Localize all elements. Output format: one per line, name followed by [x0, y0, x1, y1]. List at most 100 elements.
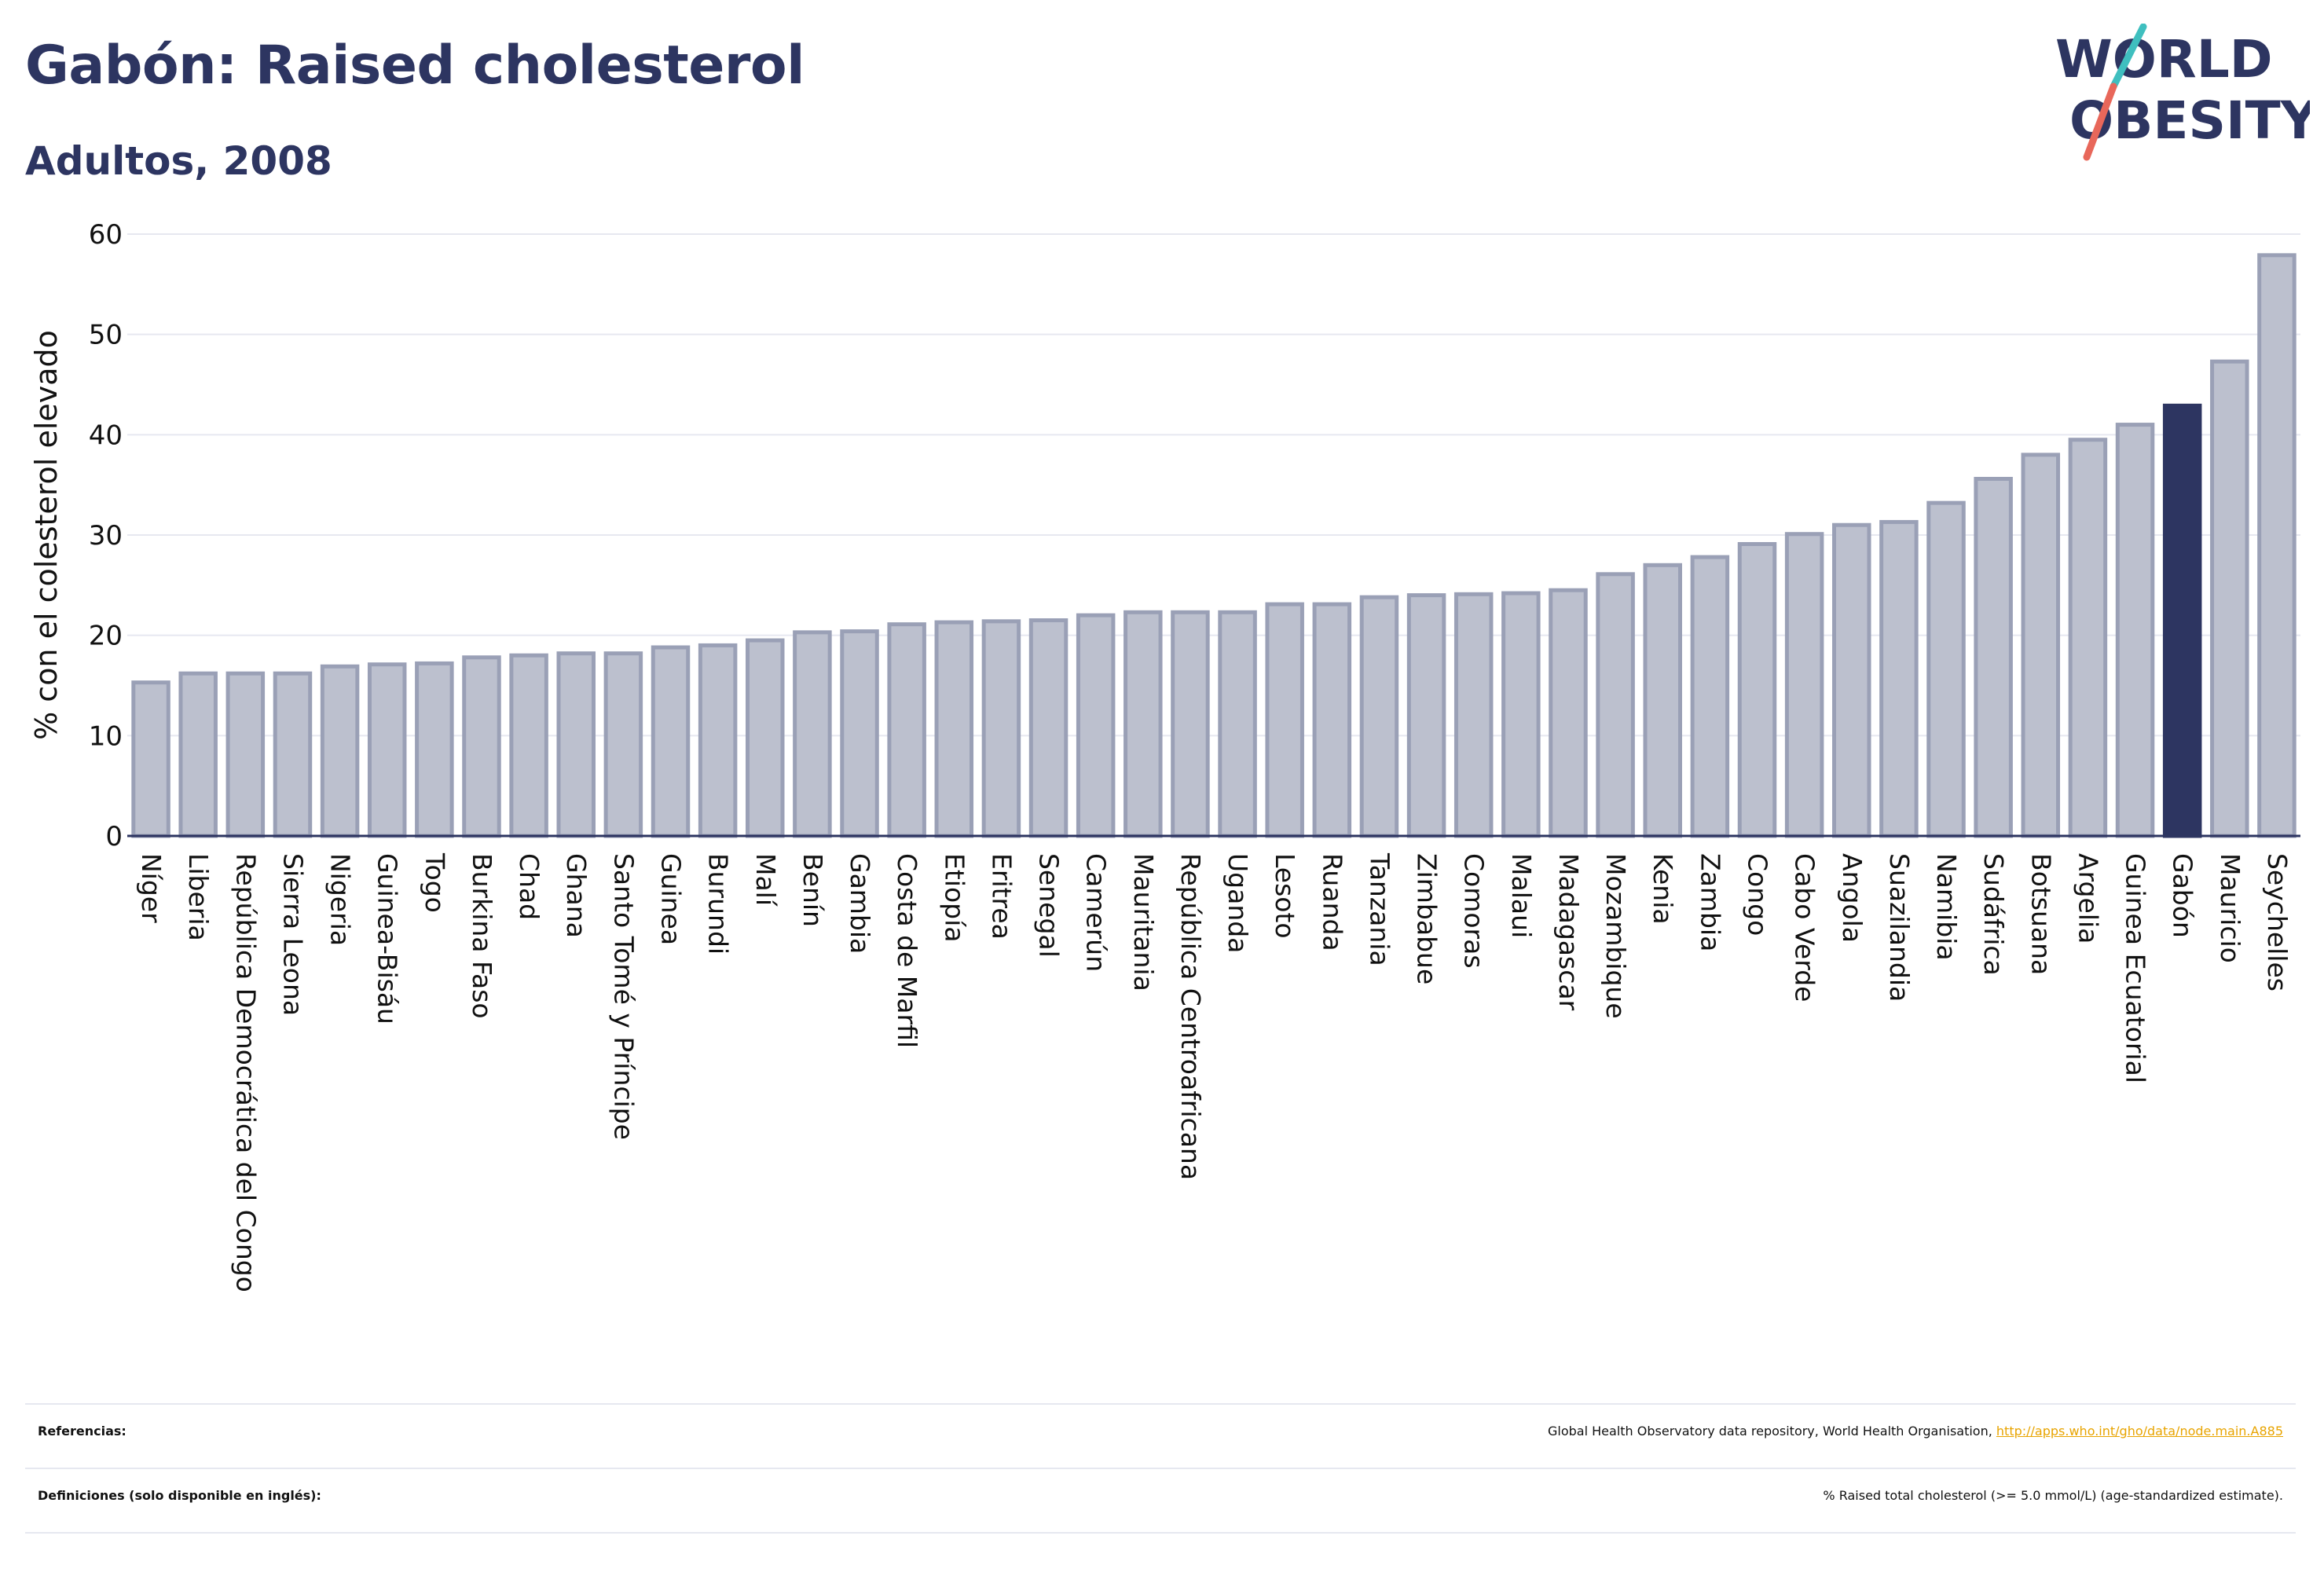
bar [225, 671, 266, 838]
bar [651, 645, 691, 838]
bar [462, 655, 501, 838]
bar [603, 651, 643, 838]
x-tick-label: Chad [514, 853, 544, 920]
footer-divider [25, 1532, 2296, 1534]
bar [698, 643, 738, 838]
bar [1549, 588, 1588, 838]
bar [556, 651, 596, 838]
bar [1265, 602, 1304, 838]
bar [2210, 359, 2249, 838]
logo-line1: WORLD [2055, 29, 2273, 90]
x-tick-label: Etiopía [939, 853, 970, 943]
bar [1643, 563, 1682, 838]
x-tick-label: Tanzania [1364, 852, 1395, 966]
x-tick-label: Namibia [1931, 853, 1962, 961]
x-tick-label: Kenia [1648, 853, 1678, 925]
bar [2257, 253, 2297, 838]
y-tick-label: 60 [89, 219, 123, 251]
bar [1124, 610, 1163, 838]
bar [1453, 592, 1494, 838]
definitions-value: % Raised total cholesterol (>= 5.0 mmol/… [1823, 1488, 2283, 1503]
bar-chart: 0 10 20 30 40 50 60 Níger Liberia República Democ… [29, 219, 2300, 1292]
x-tick-label: Gabón [2168, 853, 2198, 938]
x-tick-label: Burundi [703, 853, 734, 955]
bar [1926, 500, 1966, 838]
chart-subtitle: Adultos, 2008 [25, 138, 332, 184]
y-tick-label: 30 [89, 520, 123, 552]
x-tick-label: Ruanda [1317, 853, 1347, 951]
x-tick-label: Gambia [845, 853, 875, 954]
bar [840, 629, 879, 838]
x-tick-label: Uganda [1222, 853, 1253, 953]
bar [178, 671, 218, 838]
x-tick-label: Lesoto [1270, 853, 1300, 939]
x-tick-label: Mozambique [1600, 853, 1631, 1019]
references-text: Global Health Observatory data repositor… [1548, 1424, 1996, 1439]
bar [273, 671, 313, 838]
bar [1690, 555, 1730, 838]
x-tick-label: Malí [750, 853, 781, 907]
bar [1406, 593, 1446, 838]
x-tick-label: Guinea [656, 853, 687, 945]
bar [1832, 522, 1871, 838]
x-tick-label: Burkina Faso [467, 853, 497, 1019]
bar-highlight [2162, 403, 2202, 838]
x-tick-label: Zambia [1695, 853, 1725, 951]
bar [746, 638, 785, 838]
x-tick-label: Congo [1743, 853, 1773, 936]
bar [320, 664, 360, 838]
bar [981, 619, 1021, 838]
y-tick-label: 40 [89, 420, 123, 451]
chart-title: Gabón: Raised cholesterol [25, 35, 805, 97]
bar [793, 630, 832, 838]
bar [2068, 438, 2108, 838]
x-tick-label: Angola [1837, 853, 1868, 943]
x-tick-label: Benín [797, 853, 828, 927]
x-tick-label: Madagascar [1553, 853, 1584, 1011]
x-tick-label: Liberia [183, 853, 214, 941]
x-tick-label: Nigeria [325, 853, 356, 946]
y-tick-label: 10 [89, 720, 123, 752]
bar [1501, 591, 1541, 838]
y-tick-label: 20 [89, 621, 123, 652]
x-tick-label: Malaui [1506, 853, 1537, 938]
logo-slash-bottom [2083, 82, 2117, 161]
x-tick-label: Sudáfrica [1978, 853, 2009, 976]
definitions-label: Definiciones (solo disponible en inglés)… [38, 1488, 321, 1503]
x-tick-label: Níger [136, 853, 167, 923]
references-label: Referencias: [38, 1424, 126, 1439]
references-value: Global Health Observatory data repositor… [1548, 1424, 2283, 1439]
x-tick-label: Argelia [2073, 853, 2103, 944]
references-link[interactable]: http://apps.who.int/gho/data/node.main.A… [1996, 1424, 2283, 1439]
definitions-row: Definiciones (solo disponible en inglés)… [25, 1468, 2296, 1532]
x-tick-label: Santo Tomé y Príncipe [608, 853, 639, 1140]
references-row: Referencias: Global Health Observatory d… [25, 1403, 2296, 1468]
world-obesity-logo: WORLD OBESITY [2055, 24, 2310, 161]
bar [1359, 595, 1399, 838]
x-tick-label: Suazilandia [1884, 853, 1915, 1002]
bar [2115, 423, 2155, 838]
bar [1974, 477, 2013, 838]
y-tick-label: 50 [89, 320, 123, 351]
bar [1737, 541, 1777, 838]
x-tick-label: Comoras [1459, 853, 1490, 969]
bar [1312, 602, 1352, 838]
x-tick-label: Seychelles [2262, 853, 2293, 991]
bar [1171, 610, 1210, 838]
x-tick-label: Sierra Leona [277, 853, 308, 1016]
bar [887, 622, 926, 838]
x-tick-label: Camerún [1081, 853, 1112, 972]
x-tick-label: Togo [420, 852, 450, 913]
x-tick-label: República Democrática del Congo [230, 853, 261, 1292]
bar [934, 620, 974, 838]
bar [2021, 453, 2061, 838]
y-tick-label: 0 [105, 821, 123, 852]
bar [1596, 572, 1635, 838]
x-tick-label: República Centroafricana [1175, 853, 1206, 1180]
x-tick-label: Mauricio [2215, 853, 2245, 963]
x-tick-label: Senegal [1034, 853, 1065, 958]
x-tick-label: Zimbabue [1412, 853, 1442, 984]
y-axis-title: % con el colesterol elevado [29, 330, 64, 740]
x-tick-label: Mauritania [1128, 853, 1159, 991]
x-tick-label: Eritrea [986, 853, 1017, 940]
